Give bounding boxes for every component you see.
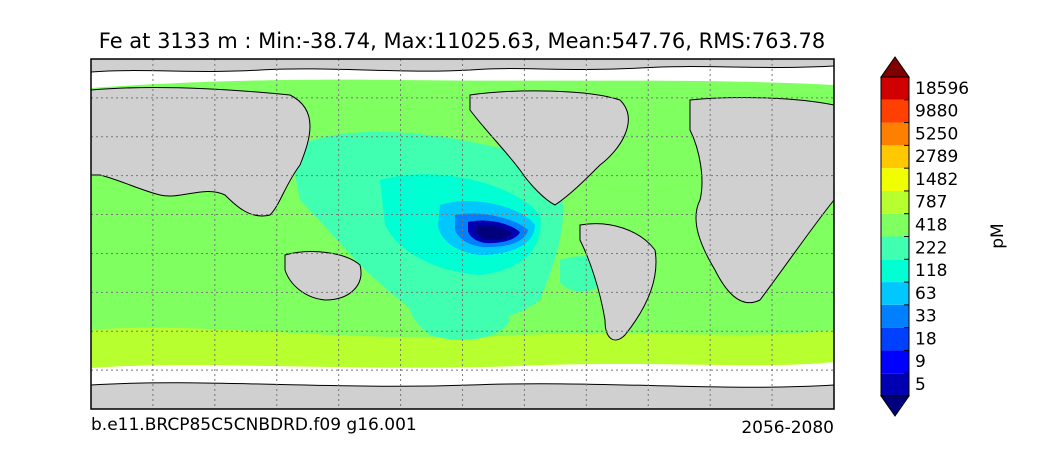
colorbar-unit-label: pM <box>988 223 1008 248</box>
colorbar-swatch <box>881 145 909 169</box>
colorbar-swatch <box>881 122 909 146</box>
colorbar-tick-label: 5250 <box>915 124 958 144</box>
colorbar-swatch <box>881 282 909 305</box>
colorbar-swatch <box>881 77 909 100</box>
gridlines <box>91 59 834 409</box>
colorbar-swatch <box>881 259 909 283</box>
colorbar-tick-label: 787 <box>915 193 947 213</box>
colorbar-tick-label: 418 <box>915 216 947 236</box>
colorbar-swatch <box>881 213 909 237</box>
colorbar-tick-label: 18 <box>915 329 937 349</box>
map-panel <box>91 59 834 409</box>
colorbar-tick-label: 118 <box>915 261 947 281</box>
colorbar-tick-label: 9880 <box>915 102 958 122</box>
colorbar-tick-label: 33 <box>915 307 937 327</box>
colorbar-swatch <box>881 99 909 123</box>
colorbar-tick-label: 5 <box>915 375 926 395</box>
land-australia <box>284 251 362 301</box>
land-north-america <box>469 90 629 206</box>
land-south-america <box>579 223 657 341</box>
colorbar-tick-label: 18596 <box>915 79 969 99</box>
colorbar-swatch <box>881 327 909 351</box>
colorbar-swatch <box>881 236 909 260</box>
pacific-core-3 <box>476 224 512 241</box>
colorbar-extend-min <box>880 395 910 417</box>
colorbar-swatch <box>881 168 909 191</box>
run-id-label: b.e11.BRCP85C5CNBDRD.f09 g16.001 <box>91 415 417 435</box>
colorbar-tick-label: 9 <box>915 352 926 372</box>
colorbar-tick-label: 222 <box>915 238 947 258</box>
year-range-label: 2056-2080 <box>741 418 834 438</box>
colorbar-tick-label: 1482 <box>915 170 958 190</box>
land-europe-africa <box>689 97 834 304</box>
south-pacific-patch <box>408 286 510 340</box>
colorbar-extend-max <box>880 56 910 78</box>
colorbar-swatch <box>881 304 909 328</box>
colorbar-swatch <box>881 373 909 396</box>
chart-title: Fe at 3133 m : Min:-38.74, Max:11025.63,… <box>99 29 825 53</box>
colorbar-tick-label: 63 <box>915 284 937 304</box>
colorbar-tick-label: 2789 <box>915 147 958 167</box>
colorbar-swatch <box>881 350 909 374</box>
colorbar-swatch <box>881 190 909 214</box>
map-frame <box>90 58 835 410</box>
